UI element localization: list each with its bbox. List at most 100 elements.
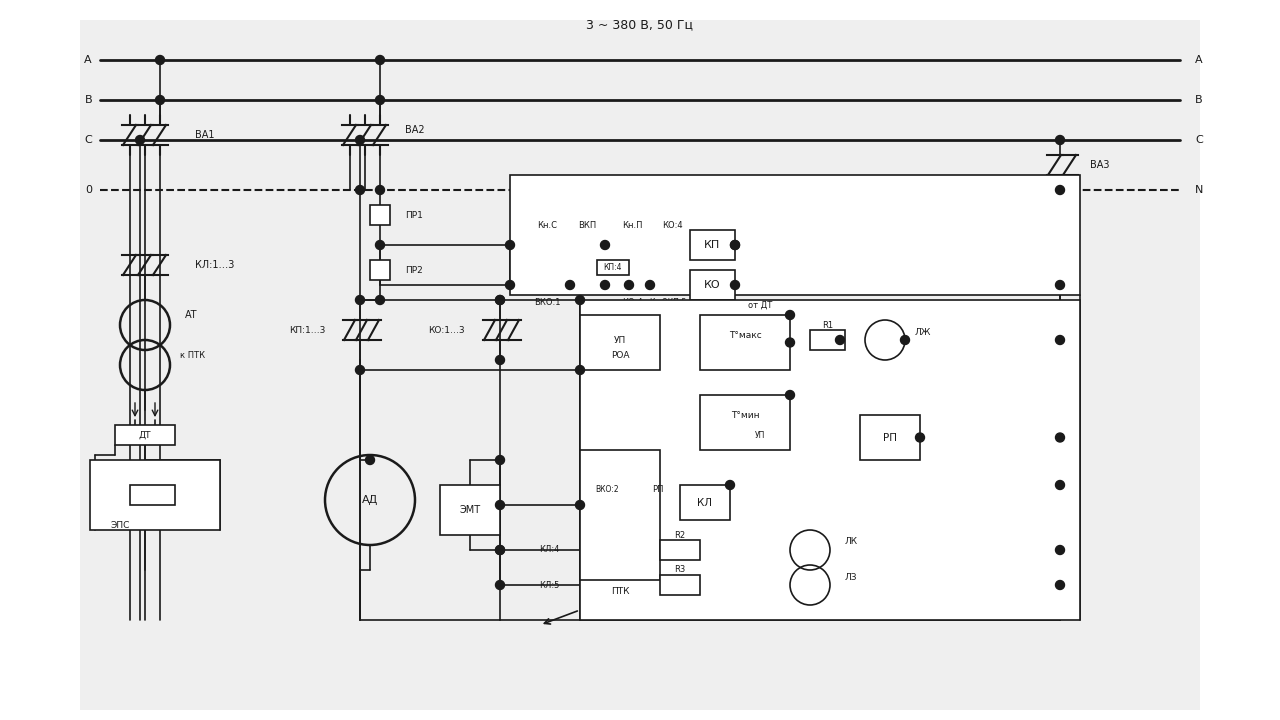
Text: T°макс: T°макс xyxy=(728,330,762,340)
Circle shape xyxy=(576,500,585,510)
Bar xyxy=(370,260,390,280)
Text: КО:4: КО:4 xyxy=(622,297,643,307)
Circle shape xyxy=(576,295,585,305)
Bar xyxy=(700,395,790,450)
Circle shape xyxy=(1056,546,1065,554)
Circle shape xyxy=(786,338,795,347)
Text: РП: РП xyxy=(883,433,897,443)
Bar xyxy=(660,540,700,560)
Circle shape xyxy=(1056,480,1065,490)
Circle shape xyxy=(901,336,910,344)
Text: ВКО:1: ВКО:1 xyxy=(534,297,561,307)
Text: АД: АД xyxy=(362,495,378,505)
Bar xyxy=(580,450,660,580)
Text: 3 ~ 380 В, 50 Гц: 3 ~ 380 В, 50 Гц xyxy=(586,19,694,32)
Text: R2: R2 xyxy=(675,531,686,539)
Text: КП:4: КП:4 xyxy=(604,263,622,272)
Text: УП: УП xyxy=(614,336,626,344)
Bar xyxy=(580,300,1080,620)
Text: ВКО:2: ВКО:2 xyxy=(595,485,620,495)
Text: ЛК: ЛК xyxy=(845,538,858,546)
Bar xyxy=(509,175,1080,295)
Circle shape xyxy=(1056,336,1065,344)
Text: R3: R3 xyxy=(675,565,686,575)
Text: ЛЗ: ЛЗ xyxy=(845,572,858,582)
Circle shape xyxy=(1056,281,1065,289)
Text: КЛ:1…3: КЛ:1…3 xyxy=(195,260,234,270)
Text: КП: КП xyxy=(704,240,721,250)
Text: УП: УП xyxy=(755,431,765,439)
Circle shape xyxy=(915,433,924,442)
Circle shape xyxy=(375,55,384,65)
Circle shape xyxy=(1056,186,1065,194)
Text: ПР1: ПР1 xyxy=(404,210,422,220)
Text: ВА3: ВА3 xyxy=(1091,160,1110,170)
Text: R1: R1 xyxy=(822,320,833,330)
Circle shape xyxy=(1056,433,1065,442)
Circle shape xyxy=(1056,580,1065,590)
Circle shape xyxy=(731,240,740,250)
Bar xyxy=(81,20,1199,710)
Bar xyxy=(860,415,920,460)
Circle shape xyxy=(576,366,585,374)
Circle shape xyxy=(136,135,145,145)
Text: КЛ:5: КЛ:5 xyxy=(540,580,559,590)
Text: от ДТ: от ДТ xyxy=(748,300,772,310)
Circle shape xyxy=(366,456,375,464)
Bar xyxy=(680,485,730,520)
Text: КЛ: КЛ xyxy=(698,498,713,508)
Text: ПР2: ПР2 xyxy=(404,266,422,274)
Circle shape xyxy=(495,500,504,510)
Circle shape xyxy=(375,240,384,250)
Text: КЛ:4: КЛ:4 xyxy=(540,546,559,554)
Bar xyxy=(580,315,660,370)
Circle shape xyxy=(506,240,515,250)
Bar xyxy=(131,485,175,505)
Text: T°мин: T°мин xyxy=(731,410,759,420)
Circle shape xyxy=(495,356,504,364)
Circle shape xyxy=(495,295,504,305)
Circle shape xyxy=(495,456,504,464)
Circle shape xyxy=(375,186,384,194)
Text: Кн.П: Кн.П xyxy=(622,220,643,230)
Text: АТ: АТ xyxy=(186,310,197,320)
Text: ВА1: ВА1 xyxy=(195,130,215,140)
Bar xyxy=(115,425,175,445)
Text: N: N xyxy=(1196,185,1203,195)
Circle shape xyxy=(625,281,634,289)
Text: КП:1…3: КП:1…3 xyxy=(288,325,325,335)
Text: ВА2: ВА2 xyxy=(404,125,425,135)
Text: РП: РП xyxy=(652,485,663,495)
Circle shape xyxy=(566,281,575,289)
Circle shape xyxy=(356,366,365,374)
Circle shape xyxy=(731,240,740,250)
Text: Кн.С: Кн.С xyxy=(538,220,558,230)
Circle shape xyxy=(600,281,609,289)
Circle shape xyxy=(356,186,365,194)
Circle shape xyxy=(726,480,735,490)
Circle shape xyxy=(600,240,609,250)
Bar xyxy=(810,330,845,350)
Circle shape xyxy=(645,281,654,289)
Bar xyxy=(690,230,735,260)
Text: С: С xyxy=(84,135,92,145)
Bar xyxy=(370,205,390,225)
Text: КО:1…3: КО:1…3 xyxy=(429,325,465,335)
Text: КО: КО xyxy=(704,280,721,290)
Bar xyxy=(700,315,790,370)
Circle shape xyxy=(731,281,740,289)
Circle shape xyxy=(375,295,384,305)
Text: ЭПС: ЭПС xyxy=(110,521,129,529)
Text: КО:4: КО:4 xyxy=(662,220,682,230)
Circle shape xyxy=(495,580,504,590)
Circle shape xyxy=(506,281,515,289)
Circle shape xyxy=(155,55,165,65)
Text: В: В xyxy=(1196,95,1203,105)
Text: ЭМТ: ЭМТ xyxy=(460,505,480,515)
Bar xyxy=(440,485,500,535)
Text: ВКП: ВКП xyxy=(579,220,596,230)
Bar xyxy=(596,260,628,275)
Text: ДТ: ДТ xyxy=(138,431,151,439)
Bar xyxy=(660,575,700,595)
Circle shape xyxy=(356,135,365,145)
